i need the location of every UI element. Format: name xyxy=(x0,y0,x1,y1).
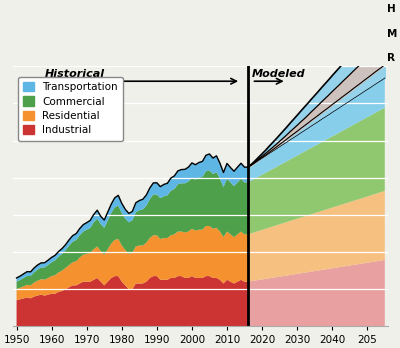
Text: Historical: Historical xyxy=(45,69,105,79)
Legend: Transportation, Commercial, Residential, Industrial: Transportation, Commercial, Residential,… xyxy=(18,77,123,141)
Text: H: H xyxy=(386,5,395,14)
Text: M: M xyxy=(386,29,397,39)
Text: R: R xyxy=(386,53,394,63)
Text: Modeled: Modeled xyxy=(252,69,305,79)
